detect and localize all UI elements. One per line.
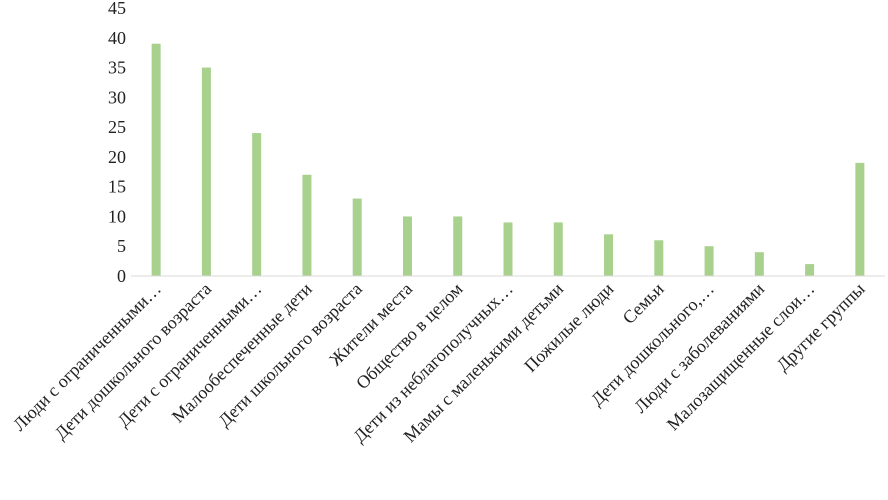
bar <box>704 246 714 276</box>
bar <box>252 133 262 276</box>
bar <box>453 216 463 276</box>
y-tick-label: 35 <box>108 58 126 78</box>
bar <box>855 162 865 276</box>
y-tick-label: 20 <box>108 147 126 167</box>
bar <box>151 43 161 276</box>
y-tick-label: 10 <box>108 206 126 226</box>
bar <box>402 216 412 276</box>
bars <box>151 43 865 276</box>
x-axis-labels: Люди с ограниченными…Дети дошкольного во… <box>9 278 869 446</box>
bar <box>654 240 664 276</box>
bar <box>201 67 211 276</box>
y-tick-label: 15 <box>108 177 126 197</box>
y-tick-label: 45 <box>108 0 126 18</box>
y-tick-label: 30 <box>108 87 126 107</box>
y-tick-label: 25 <box>108 117 126 137</box>
x-tick-label: Пожилые люди <box>520 278 617 375</box>
y-tick-label: 40 <box>108 28 126 48</box>
bar <box>302 174 312 276</box>
x-tick-label: Другие группы <box>772 279 868 375</box>
bar <box>352 198 362 276</box>
y-tick-label: 5 <box>117 236 126 256</box>
bar <box>553 222 563 276</box>
bar <box>604 234 614 276</box>
bar <box>754 252 764 276</box>
y-tick-label: 0 <box>117 266 126 286</box>
bar <box>805 264 815 276</box>
x-tick-label: Семьи <box>619 278 668 327</box>
bar <box>503 222 513 276</box>
y-axis: 0 5 10 15 20 25 30 35 40 45 <box>108 0 126 286</box>
